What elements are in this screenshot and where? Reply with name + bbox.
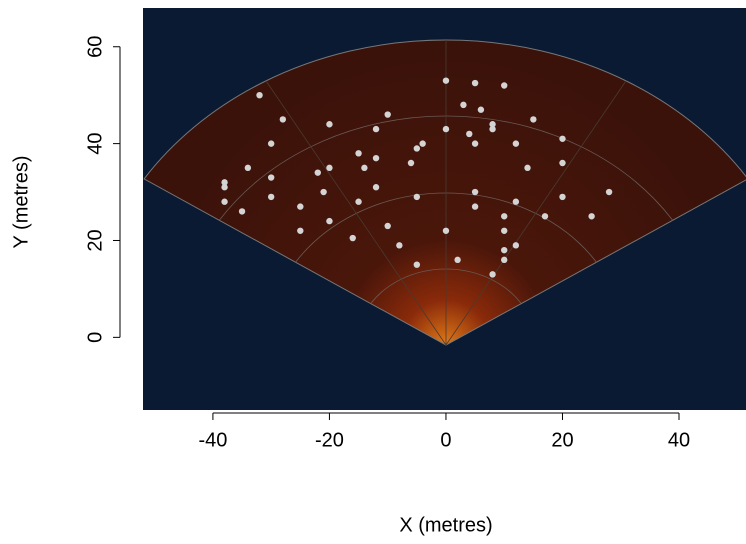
data-point <box>559 135 566 142</box>
data-point <box>471 188 479 196</box>
data-point <box>512 242 520 249</box>
y-tick-label: 20 <box>84 229 106 251</box>
data-point <box>501 82 508 89</box>
bearing-line <box>265 80 447 346</box>
data-point <box>524 164 531 172</box>
data-point <box>501 246 508 254</box>
data-point <box>297 227 304 234</box>
x-axis-label: X (metres) <box>399 514 492 536</box>
data-point <box>372 154 380 162</box>
data-point <box>355 150 362 157</box>
data-point <box>267 140 275 147</box>
data-point <box>477 106 485 113</box>
y-tick-label: 60 <box>84 36 106 58</box>
data-point <box>326 217 333 225</box>
data-point <box>413 193 421 201</box>
data-point <box>320 188 327 196</box>
data-point <box>559 159 566 167</box>
data-point <box>530 116 537 123</box>
data-point <box>384 111 391 118</box>
data-point <box>221 198 228 205</box>
y-tick-label: 0 <box>84 332 106 343</box>
data-point <box>413 145 421 152</box>
data-point <box>221 179 228 186</box>
data-point <box>559 193 566 201</box>
data-point <box>541 213 549 220</box>
data-point <box>238 208 246 215</box>
data-point <box>372 125 380 133</box>
data-point <box>355 198 362 205</box>
x-tick-label: 20 <box>551 429 573 451</box>
data-point <box>384 222 391 230</box>
data-point <box>267 174 275 181</box>
y-axis-label: Y (metres) <box>10 156 32 249</box>
data-point <box>326 164 333 172</box>
data-point <box>396 242 403 249</box>
data-point <box>588 213 595 220</box>
data-point <box>442 125 450 133</box>
data-point <box>244 164 252 172</box>
data-point <box>512 198 520 205</box>
data-point <box>489 121 496 128</box>
data-point <box>349 234 356 242</box>
data-point <box>372 184 380 191</box>
data-point <box>326 121 333 128</box>
x-tick-label: -40 <box>198 429 227 451</box>
data-point <box>454 256 461 264</box>
x-tick-label: -20 <box>315 429 344 451</box>
data-point <box>471 203 479 210</box>
sonar-fan <box>143 39 746 346</box>
x-tick-label: 0 <box>440 429 451 451</box>
data-point <box>471 140 479 147</box>
data-point <box>501 256 508 264</box>
data-point <box>442 227 450 234</box>
data-point <box>512 140 520 147</box>
data-point <box>489 125 496 133</box>
data-point <box>471 79 479 87</box>
plot-area <box>221 77 613 278</box>
x-tick-label: 40 <box>668 429 690 451</box>
data-point <box>267 193 275 201</box>
data-point <box>256 91 263 99</box>
data-point <box>361 164 368 172</box>
data-point <box>501 227 508 234</box>
data-point <box>279 116 287 123</box>
data-point <box>501 213 508 220</box>
data-point <box>460 101 467 109</box>
data-point <box>442 77 450 84</box>
y-tick-label: 40 <box>84 132 106 154</box>
data-point <box>314 169 321 176</box>
bearing-line <box>445 80 627 346</box>
data-point <box>419 140 426 147</box>
data-point <box>297 203 304 210</box>
data-point <box>605 188 613 196</box>
data-point <box>407 159 415 167</box>
data-point <box>466 130 473 138</box>
data-point <box>221 184 228 191</box>
data-point <box>489 271 496 278</box>
data-point <box>413 261 421 268</box>
